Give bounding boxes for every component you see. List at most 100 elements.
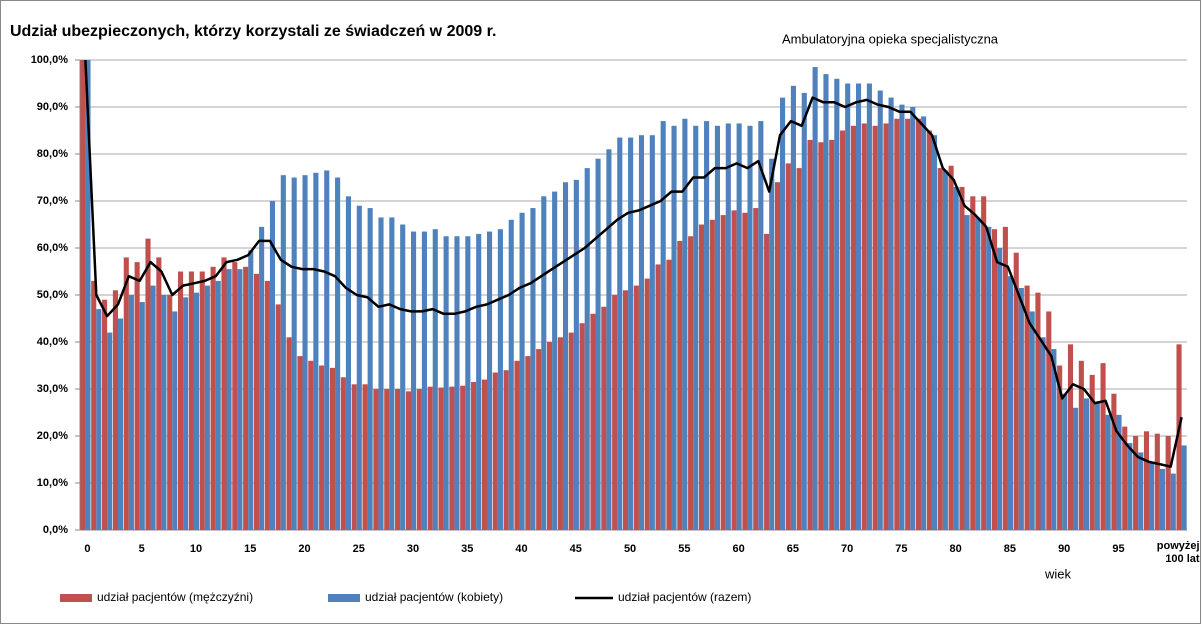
bar (568, 332, 574, 530)
bar (178, 271, 184, 530)
bar (601, 306, 607, 530)
bar (80, 60, 86, 530)
chart-title: Udział ubezpieczonych, którzy korzystali… (10, 23, 496, 40)
bar (351, 384, 357, 530)
bar (199, 271, 205, 530)
bar (1078, 360, 1084, 530)
bar (720, 215, 726, 530)
bar (1154, 433, 1160, 530)
bar (986, 226, 992, 530)
y-tick-label: 100,0% (31, 54, 69, 66)
bar (649, 135, 655, 530)
bar (373, 389, 379, 530)
y-tick-label: 30,0% (37, 383, 68, 395)
x-tick-label: 50 (624, 543, 636, 555)
bar (937, 168, 943, 530)
bar (807, 139, 813, 530)
bar (579, 323, 585, 530)
bar (595, 158, 601, 530)
bar (742, 212, 748, 530)
bar (112, 290, 118, 530)
x-tick-label: 45 (570, 543, 582, 555)
bar (1002, 226, 1008, 530)
bar (421, 231, 427, 531)
bar (345, 196, 351, 531)
bar (275, 304, 281, 530)
bar (519, 212, 525, 530)
bar (1046, 311, 1052, 530)
legend-swatch (60, 594, 92, 602)
bar (840, 130, 846, 530)
bar (948, 165, 954, 530)
bar (102, 299, 108, 530)
bar (503, 370, 509, 530)
bar (688, 236, 694, 530)
x-tick-label: 15 (244, 543, 256, 555)
bar (736, 123, 742, 530)
bar (378, 217, 384, 530)
bar (340, 377, 346, 530)
bar (612, 295, 618, 530)
bar (970, 196, 976, 531)
bar (443, 236, 449, 530)
bar (384, 389, 390, 530)
bar (210, 266, 216, 530)
bar (96, 309, 102, 530)
bar (286, 337, 292, 530)
y-tick-label: 50,0% (37, 289, 68, 301)
bar (1159, 468, 1165, 530)
bar (866, 83, 872, 530)
bar (850, 125, 856, 531)
bar (145, 238, 151, 530)
bar (747, 125, 753, 531)
x-tick-label: 10 (190, 543, 202, 555)
bar (899, 104, 905, 531)
bar (931, 135, 938, 530)
bar (731, 210, 737, 530)
bar (877, 90, 883, 531)
bar (324, 170, 330, 530)
bar (161, 295, 167, 530)
x-tick-label: powyżej 100 lat (1156, 540, 1200, 565)
bar (85, 60, 91, 530)
bar (329, 367, 336, 530)
bar (128, 295, 134, 530)
bar (1029, 311, 1035, 530)
bar (953, 186, 959, 530)
bar (1143, 431, 1150, 530)
bar (465, 236, 471, 530)
x-tick-label: 75 (895, 543, 907, 555)
bar (215, 280, 221, 530)
bar (905, 118, 911, 530)
x-tick-label: 25 (353, 543, 365, 555)
x-tick-label: 30 (407, 543, 419, 555)
bar (964, 215, 970, 530)
bar (704, 121, 710, 530)
bar (894, 118, 900, 530)
bar (644, 278, 650, 530)
bar (769, 158, 775, 530)
bar (460, 385, 466, 530)
x-tick-label: 70 (841, 543, 853, 555)
y-tick-label: 80,0% (37, 148, 68, 160)
x-tick-label: 0 (84, 543, 90, 555)
bar (204, 285, 210, 530)
bar (628, 137, 634, 531)
bar (801, 92, 807, 531)
bar (193, 292, 200, 530)
bar (492, 372, 498, 530)
y-tick-label: 40,0% (37, 336, 68, 348)
x-tick-label: 55 (678, 543, 690, 555)
bar (1007, 276, 1014, 530)
bar (1100, 363, 1106, 530)
bar (818, 142, 824, 530)
bar (617, 137, 623, 531)
bar (1176, 344, 1182, 530)
bar (150, 285, 156, 530)
bar (959, 186, 965, 530)
x-tick-label: 95 (1112, 543, 1124, 555)
bar (764, 233, 770, 530)
bar (547, 342, 553, 530)
y-tick-label: 0,0% (43, 524, 68, 536)
bar (237, 269, 243, 530)
